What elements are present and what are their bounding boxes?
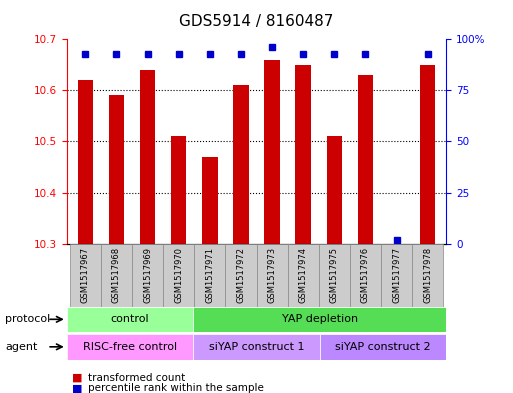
FancyBboxPatch shape (225, 244, 256, 307)
FancyBboxPatch shape (350, 244, 381, 307)
Bar (326, 136, 342, 244)
Text: GSM1517973: GSM1517973 (268, 247, 277, 303)
Text: GSM1517975: GSM1517975 (330, 247, 339, 303)
Text: GSM1517974: GSM1517974 (299, 247, 308, 303)
FancyBboxPatch shape (163, 244, 194, 307)
Text: siYAP construct 1: siYAP construct 1 (209, 342, 304, 352)
Bar (140, 70, 155, 244)
Text: GSM1517969: GSM1517969 (143, 247, 152, 303)
FancyBboxPatch shape (412, 244, 443, 307)
Bar (358, 75, 373, 244)
Bar (233, 85, 249, 244)
FancyBboxPatch shape (319, 244, 350, 307)
Text: GSM1517972: GSM1517972 (236, 247, 245, 303)
Text: transformed count: transformed count (88, 373, 186, 383)
Bar (420, 65, 436, 244)
Text: GSM1517967: GSM1517967 (81, 247, 90, 303)
FancyBboxPatch shape (256, 244, 288, 307)
FancyBboxPatch shape (101, 244, 132, 307)
Bar (171, 136, 187, 244)
Text: GSM1517976: GSM1517976 (361, 247, 370, 303)
Text: percentile rank within the sample: percentile rank within the sample (88, 383, 264, 393)
Bar (109, 95, 124, 244)
FancyBboxPatch shape (193, 334, 320, 360)
FancyBboxPatch shape (193, 307, 446, 332)
Text: protocol: protocol (5, 314, 50, 324)
Text: ■: ■ (72, 383, 82, 393)
Text: ■: ■ (72, 373, 82, 383)
Bar (202, 157, 218, 244)
Text: control: control (111, 314, 149, 324)
Text: RISC-free control: RISC-free control (83, 342, 177, 352)
FancyBboxPatch shape (288, 244, 319, 307)
Text: GSM1517978: GSM1517978 (423, 247, 432, 303)
Text: siYAP construct 2: siYAP construct 2 (335, 342, 431, 352)
FancyBboxPatch shape (320, 334, 446, 360)
Text: agent: agent (5, 342, 37, 352)
Text: GSM1517971: GSM1517971 (205, 247, 214, 303)
FancyBboxPatch shape (67, 334, 193, 360)
FancyBboxPatch shape (67, 307, 193, 332)
Text: GSM1517970: GSM1517970 (174, 247, 183, 303)
Bar (264, 60, 280, 244)
Bar (295, 65, 311, 244)
Text: GSM1517968: GSM1517968 (112, 247, 121, 303)
Text: GSM1517977: GSM1517977 (392, 247, 401, 303)
Bar (77, 80, 93, 244)
Text: YAP depletion: YAP depletion (282, 314, 358, 324)
FancyBboxPatch shape (381, 244, 412, 307)
Text: GDS5914 / 8160487: GDS5914 / 8160487 (180, 14, 333, 29)
FancyBboxPatch shape (132, 244, 163, 307)
FancyBboxPatch shape (194, 244, 225, 307)
FancyBboxPatch shape (70, 244, 101, 307)
